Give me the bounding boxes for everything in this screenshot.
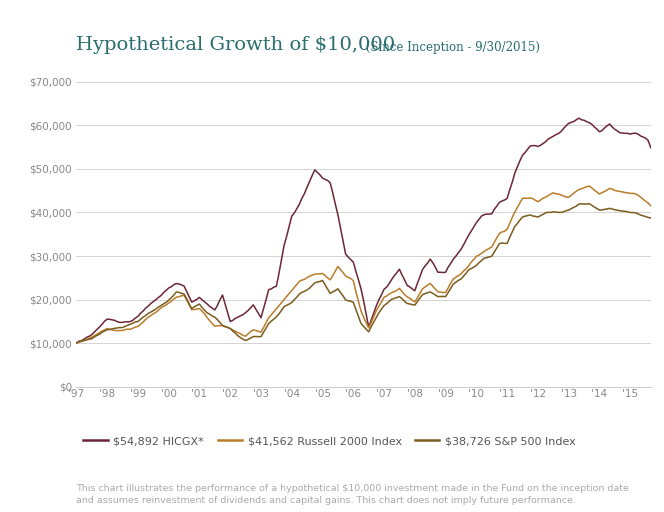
Legend: $54,892 HICGX*, $41,562 Russell 2000 Index, $38,726 S&P 500 Index: $54,892 HICGX*, $41,562 Russell 2000 Ind… <box>79 432 580 451</box>
Text: Hypothetical Growth of $10,000: Hypothetical Growth of $10,000 <box>76 36 396 54</box>
Text: (Since Inception - 9/30/2015): (Since Inception - 9/30/2015) <box>362 41 540 54</box>
Text: This chart illustrates the performance of a hypothetical $10,000 investment made: This chart illustrates the performance o… <box>76 484 629 505</box>
